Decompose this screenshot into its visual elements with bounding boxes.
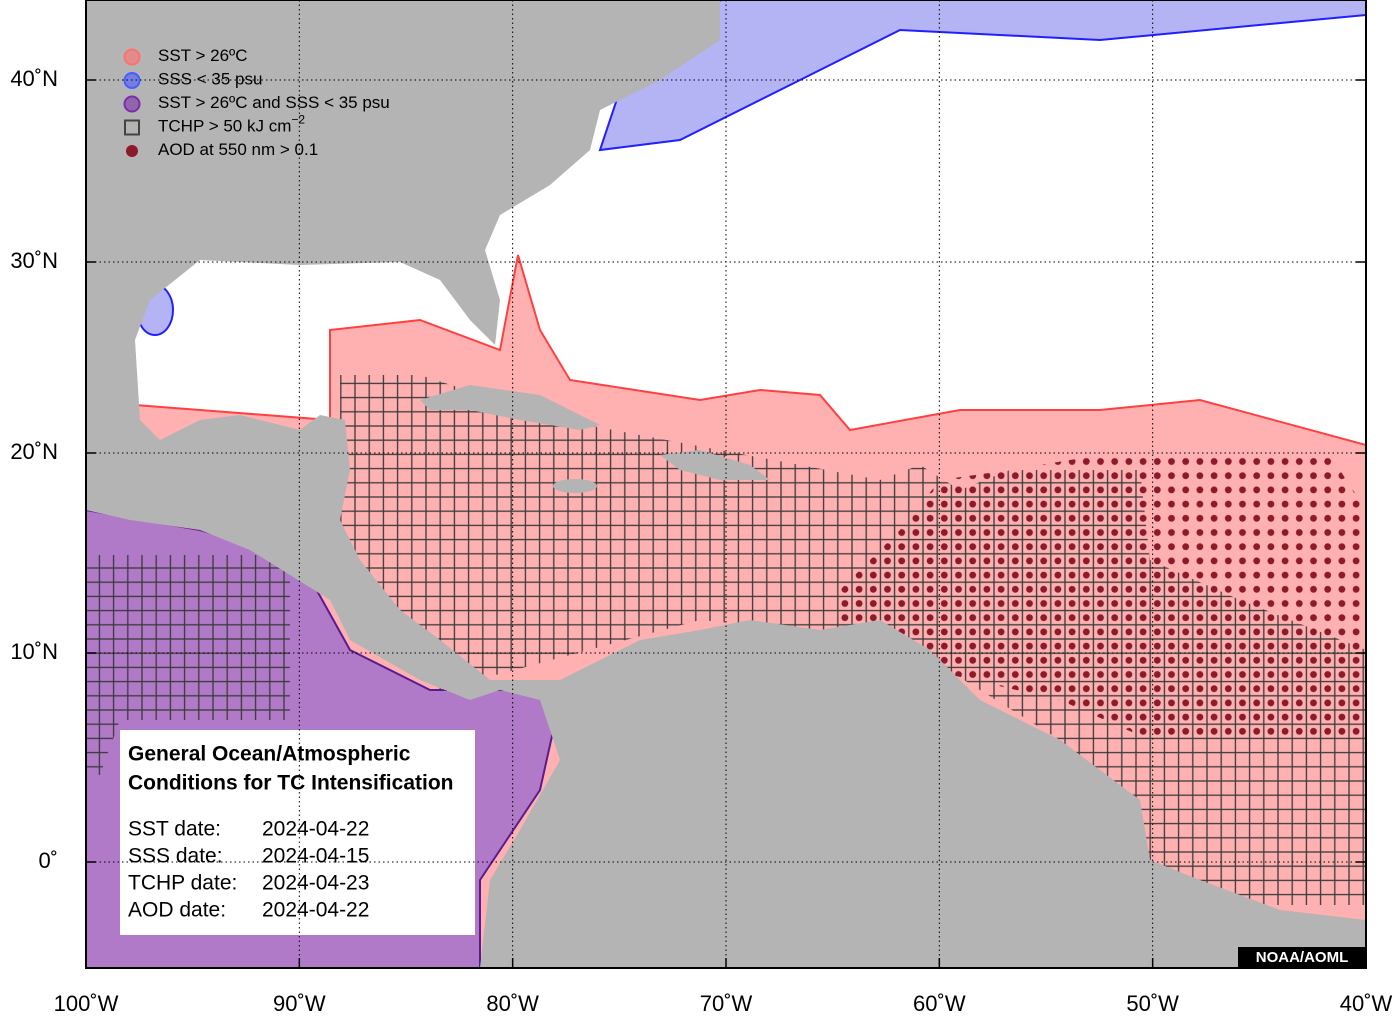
legend: SST > 26ºC SSS < 35 psu SST > 26ºC and SSS… [123, 46, 390, 159]
credit: NOAA/AOML [1256, 949, 1349, 966]
legend-swatch [123, 48, 141, 66]
legend-text: SST > 26ºC and SSS < 35 psu [158, 93, 390, 112]
credit-bg [1238, 947, 1366, 968]
aod-region [840, 455, 1366, 740]
jamaica [553, 479, 597, 493]
lon-tick-label: 70˚W [700, 991, 753, 1016]
legend-text: SST > 26ºC [158, 46, 248, 65]
lon-tick-label: 90˚W [273, 991, 326, 1016]
info-box: General Ocean/Atmospheric Conditions for … [120, 730, 475, 935]
legend-swatch [123, 95, 141, 113]
lat-tick-label: 20˚N [10, 439, 58, 464]
legend-swatch [126, 145, 138, 157]
legend-superscript: −2 [291, 113, 305, 127]
lat-tick-label: 0˚ [38, 848, 58, 873]
lon-tick-label: 60˚W [913, 991, 966, 1016]
legend-label: AOD at 550 nm > 0.1 [158, 140, 318, 159]
tchp-region [86, 555, 290, 775]
legend-text: TCHP > 50 kJ cm [158, 117, 291, 136]
info-title: General Ocean/Atmospheric [128, 743, 411, 766]
info-box-bg [120, 730, 475, 935]
legend-text: AOD at 550 nm > 0.1 [158, 140, 318, 159]
cuba [420, 385, 600, 430]
lat-tick-label: 40˚N [10, 66, 58, 91]
date-value: 2024-04-22 [262, 818, 369, 841]
date-label: SSS date: [128, 845, 223, 868]
land [86, 0, 1366, 968]
lon-tick-label: 40˚W [1340, 991, 1393, 1016]
lon-tick-label: 100˚W [54, 991, 119, 1016]
date-label: AOD date: [128, 899, 226, 922]
legend-text: SSS < 35 psu [158, 70, 262, 89]
lat-tick-label: 30˚N [10, 248, 58, 273]
legend-label: SSS < 35 psu [158, 70, 262, 89]
date-value: 2024-04-23 [262, 872, 369, 895]
lon-tick-label: 80˚W [486, 991, 539, 1016]
date-label: TCHP date: [128, 872, 237, 895]
date-label: SST date: [128, 818, 221, 841]
legend-label: TCHP > 50 kJ cm−2 [158, 113, 305, 136]
date-value: 2024-04-15 [262, 845, 369, 868]
legend-label: SST > 26ºC [158, 46, 248, 65]
legend-label: SST > 26ºC and SSS < 35 psu [158, 93, 390, 112]
legend-swatch [124, 119, 140, 136]
lat-tick-label: 10˚N [10, 639, 58, 664]
date-value: 2024-04-22 [262, 899, 369, 922]
lon-tick-label: 50˚W [1126, 991, 1179, 1016]
info-title: Conditions for TC Intensification [128, 772, 453, 795]
hispaniola [660, 450, 770, 480]
